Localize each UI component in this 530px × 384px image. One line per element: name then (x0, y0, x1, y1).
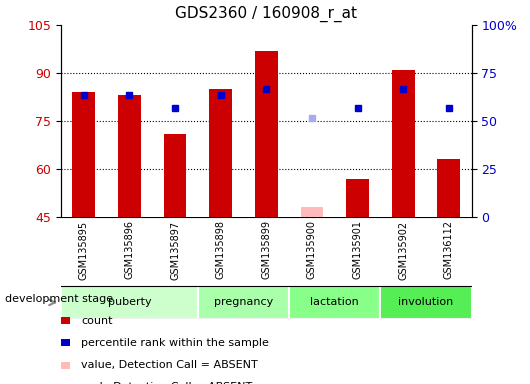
Text: rank, Detection Call = ABSENT: rank, Detection Call = ABSENT (81, 382, 252, 384)
Bar (437, 159, 460, 217)
Bar (381, 286, 472, 319)
Bar (289, 286, 381, 319)
Text: GSM135895: GSM135895 (79, 220, 89, 280)
Text: involution: involution (399, 297, 454, 308)
Text: pregnancy: pregnancy (214, 297, 273, 308)
Text: GSM135896: GSM135896 (125, 220, 135, 280)
Text: GSM135901: GSM135901 (352, 220, 363, 280)
Bar (118, 95, 141, 217)
Text: puberty: puberty (108, 297, 151, 308)
Bar (255, 51, 278, 217)
Bar (61, 286, 198, 319)
Text: lactation: lactation (311, 297, 359, 308)
Text: percentile rank within the sample: percentile rank within the sample (81, 338, 269, 348)
Bar (209, 89, 232, 217)
Text: development stage: development stage (5, 293, 113, 304)
Text: GSM135898: GSM135898 (216, 220, 226, 280)
Text: count: count (81, 316, 112, 326)
Text: value, Detection Call = ABSENT: value, Detection Call = ABSENT (81, 360, 258, 370)
Bar (73, 92, 95, 217)
Text: GSM135900: GSM135900 (307, 220, 317, 280)
Text: GSM135899: GSM135899 (261, 220, 271, 280)
Bar (301, 207, 323, 217)
Bar (198, 286, 289, 319)
Bar (164, 134, 187, 217)
Text: GSM135902: GSM135902 (398, 220, 408, 280)
Text: GSM135897: GSM135897 (170, 220, 180, 280)
Bar (346, 179, 369, 217)
Title: GDS2360 / 160908_r_at: GDS2360 / 160908_r_at (175, 6, 357, 22)
Text: GSM136112: GSM136112 (444, 220, 454, 280)
Bar (392, 70, 414, 217)
